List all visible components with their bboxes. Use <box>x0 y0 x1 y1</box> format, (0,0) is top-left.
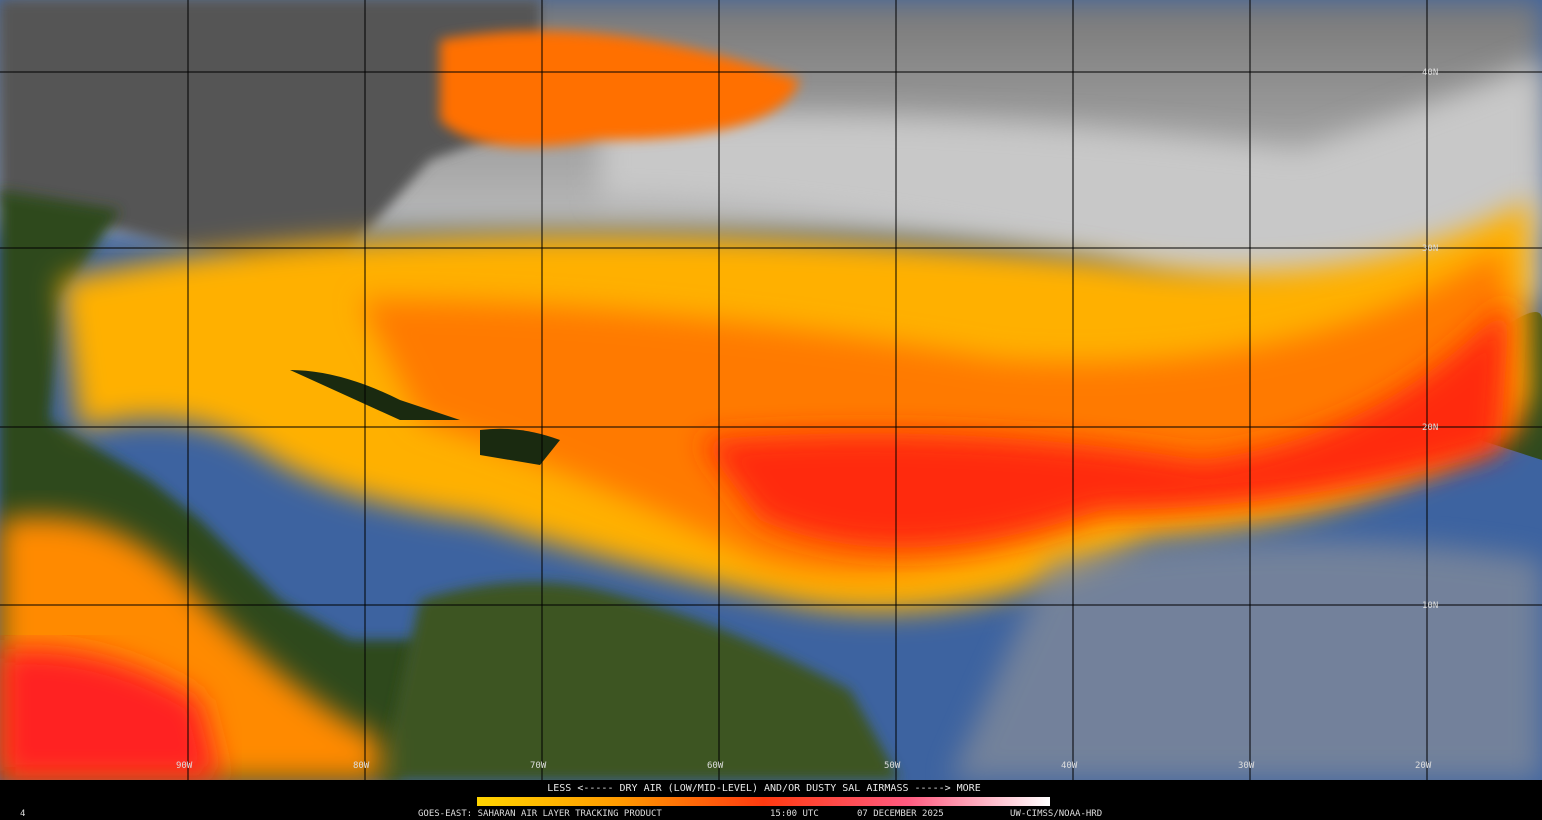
longitude-label: 40W <box>1061 761 1078 771</box>
frame-number: 4 <box>20 809 25 819</box>
credit: UW-CIMSS/NOAA-HRD <box>1010 809 1102 819</box>
time: 15:00 UTC <box>770 809 819 819</box>
latitude-label: 40N <box>1422 68 1438 78</box>
latitude-labels: 40N 30N 20N 10N <box>1422 68 1438 611</box>
longitude-label: 20W <box>1415 761 1432 771</box>
latitude-label: 30N <box>1422 244 1438 254</box>
longitude-labels: 90W 80W 70W 60W 50W 40W 30W 20W <box>176 761 1432 771</box>
colorbar <box>477 797 1050 806</box>
imagery <box>0 0 1542 780</box>
longitude-label: 50W <box>884 761 901 771</box>
date: 07 DECEMBER 2025 <box>857 809 944 819</box>
latitude-label: 20N <box>1422 423 1438 433</box>
longitude-label: 30W <box>1238 761 1255 771</box>
product-name: GOES-EAST: SAHARAN AIR LAYER TRACKING PR… <box>418 809 662 819</box>
longitude-label: 70W <box>530 761 547 771</box>
legend-title: LESS <----- DRY AIR (LOW/MID-LEVEL) AND/… <box>547 783 980 794</box>
longitude-label: 80W <box>353 761 370 771</box>
longitude-label: 90W <box>176 761 193 771</box>
longitude-label: 60W <box>707 761 724 771</box>
graticule <box>0 0 1542 780</box>
latitude-label: 10N <box>1422 601 1438 611</box>
